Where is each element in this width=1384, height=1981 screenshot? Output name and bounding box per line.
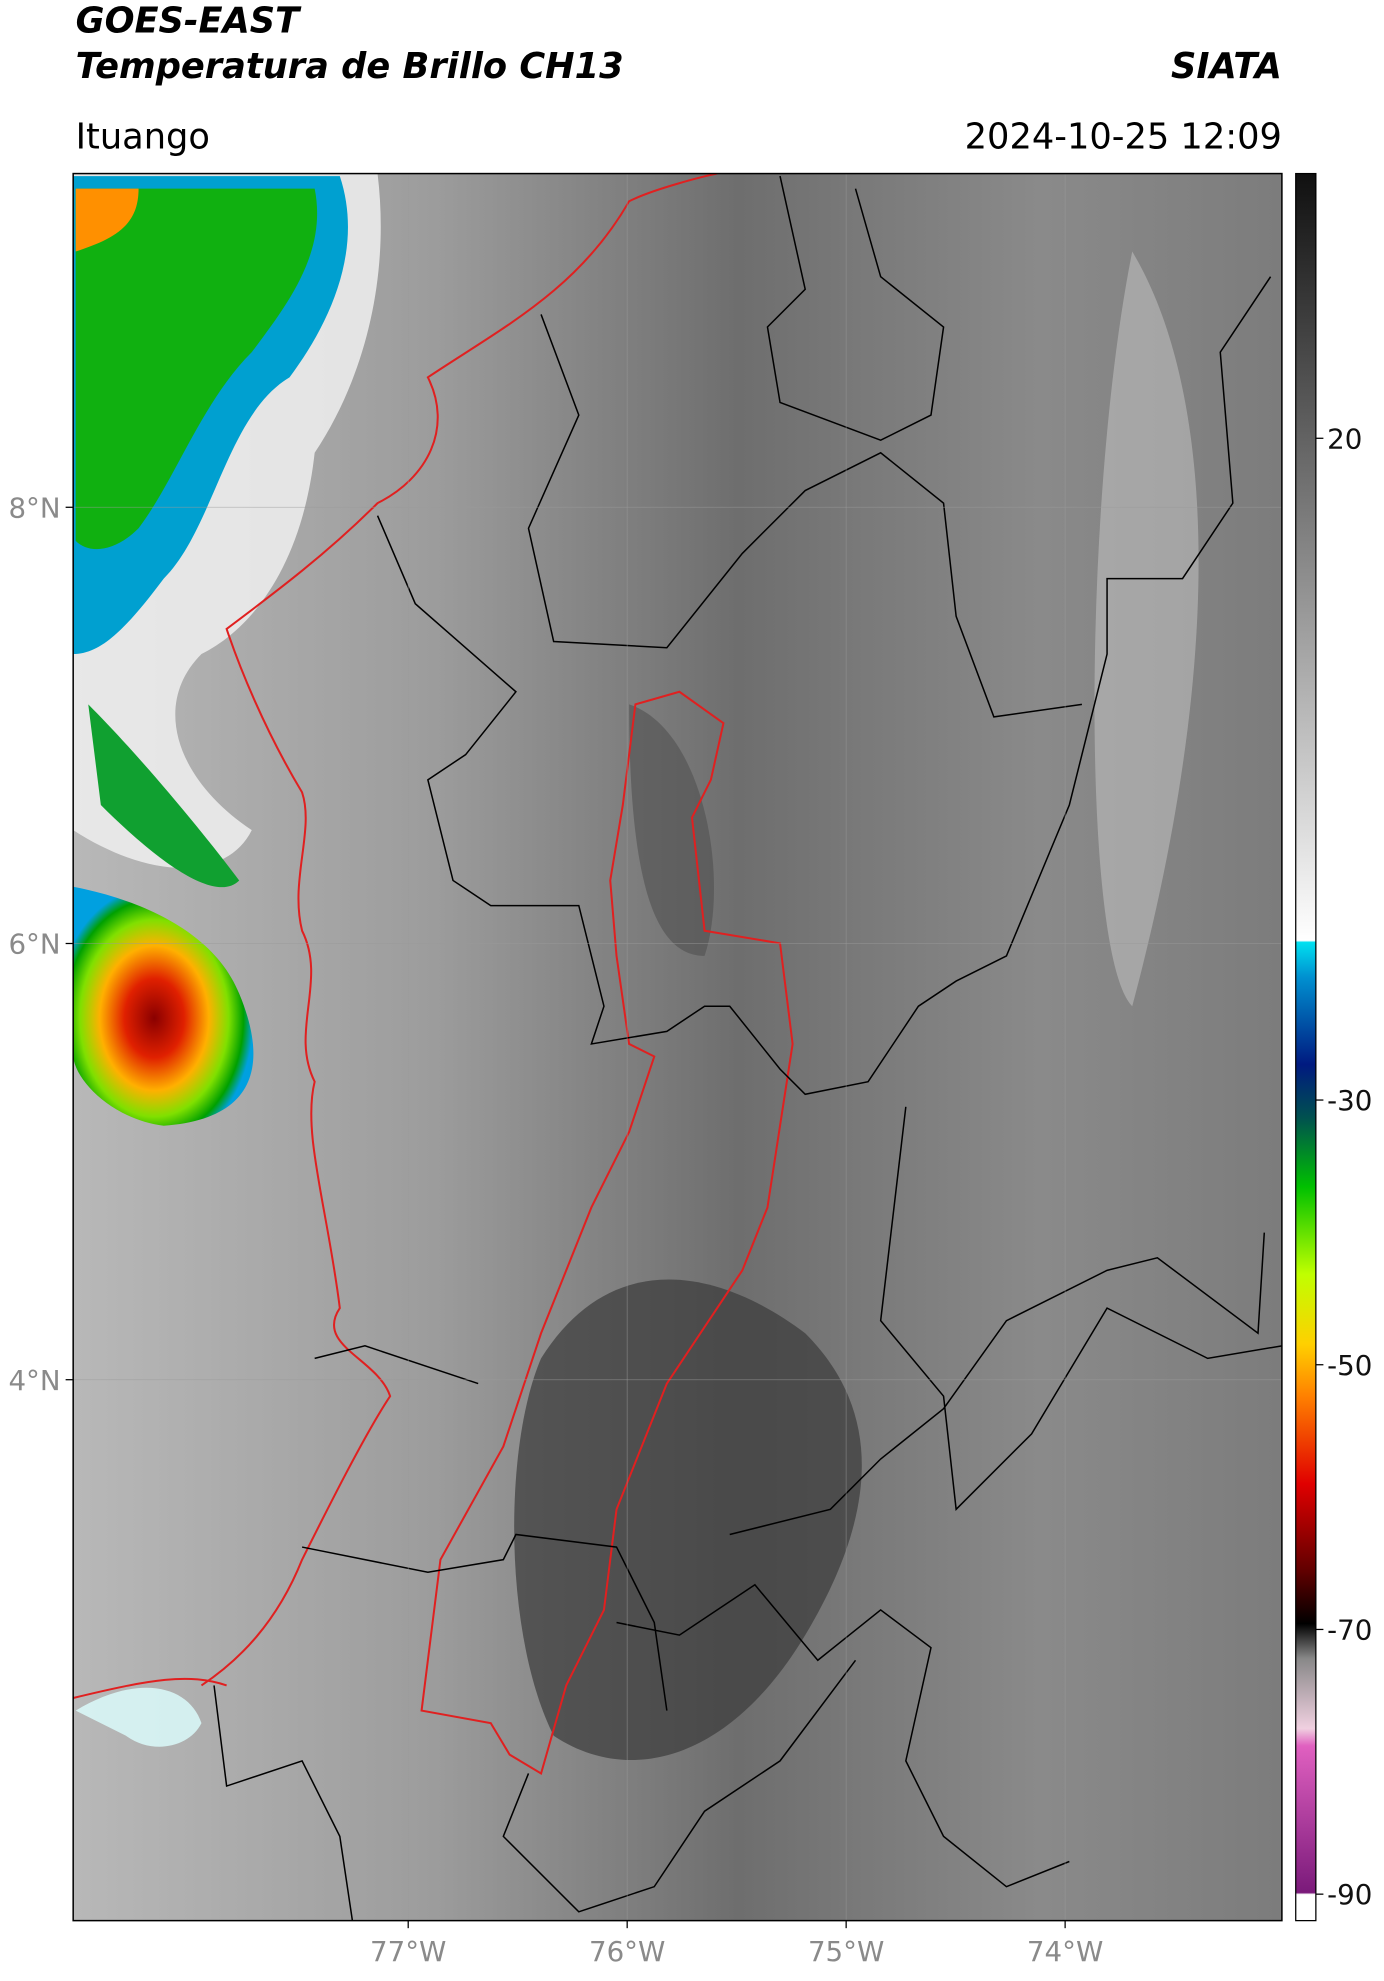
- graticule: [73, 173, 1282, 1921]
- colorbar-tick-label: -50: [1327, 1349, 1372, 1382]
- subtitle: Temperatura de Brillo CH13: [76, 46, 624, 87]
- map-frame: [72, 172, 1283, 1922]
- colorbar-tick-label: -30: [1327, 1084, 1372, 1117]
- x-tick-label: 76°W: [589, 1935, 665, 1968]
- colorbar-tick-label: -90: [1327, 1878, 1372, 1911]
- y-tick-label: 8°N: [8, 491, 60, 524]
- y-tick-label: 6°N: [8, 928, 60, 961]
- colorbar-tick-label: 20: [1327, 422, 1362, 455]
- title: GOES-EAST: [76, 1, 302, 42]
- satellite-image: [73, 173, 1282, 1921]
- x-tick-label: 77°W: [370, 1935, 446, 1968]
- location: Ituango: [76, 116, 210, 157]
- x-tick-label: 74°W: [1027, 1935, 1103, 1968]
- datetime: 2024-10-25 12:09: [965, 116, 1282, 157]
- colorbar: [1295, 172, 1317, 1922]
- y-tick-label: 4°N: [8, 1364, 60, 1397]
- brand: SIATA: [1171, 46, 1282, 87]
- x-tick-label: 75°W: [808, 1935, 884, 1968]
- colorbar-tick-label: -70: [1327, 1614, 1372, 1647]
